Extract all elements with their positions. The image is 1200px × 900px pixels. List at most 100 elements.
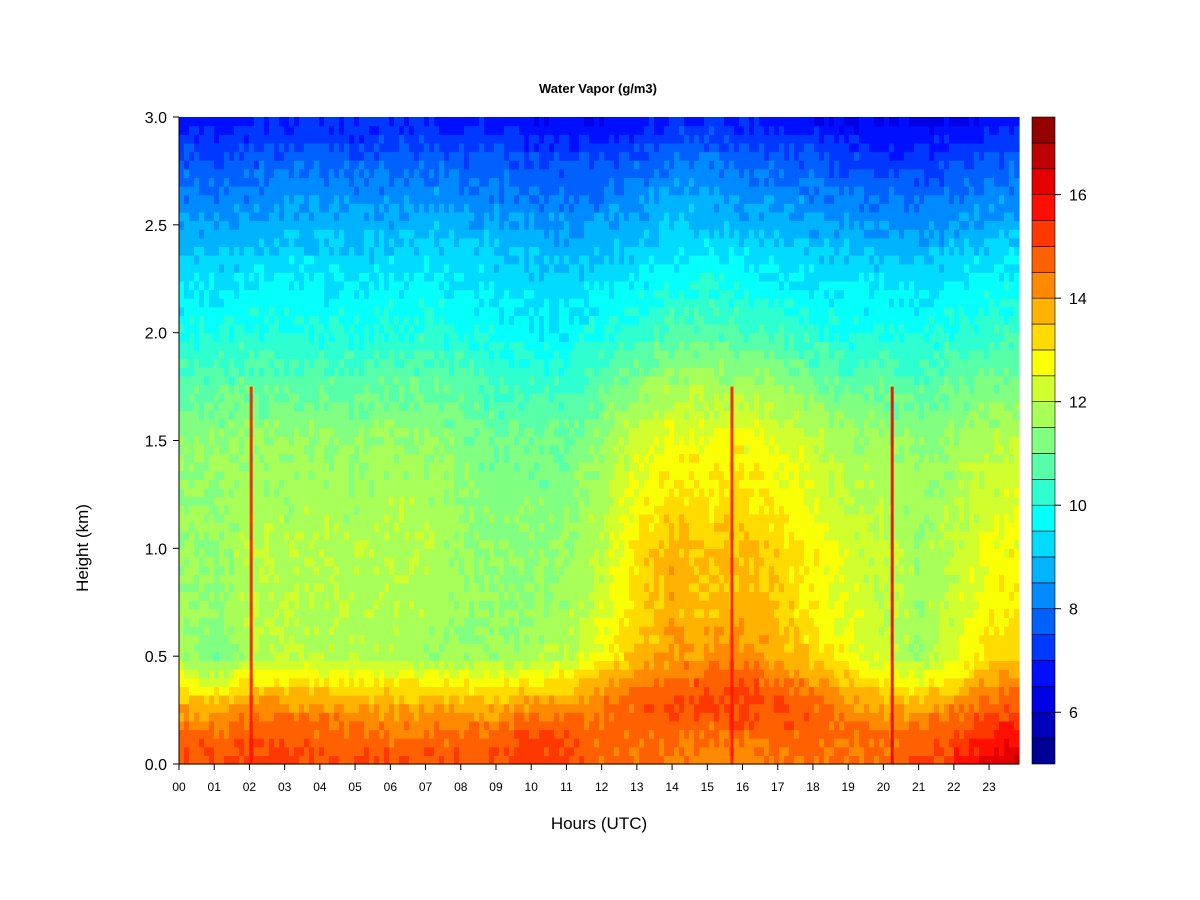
heatmap-cell xyxy=(429,220,435,230)
heatmap-cell xyxy=(344,617,350,627)
heatmap-cell xyxy=(274,746,280,756)
heatmap-cell xyxy=(349,315,355,325)
heatmap-cell xyxy=(219,263,225,273)
heatmap-cell xyxy=(279,401,285,411)
heatmap-cell xyxy=(314,729,320,739)
heatmap-cell xyxy=(329,694,335,705)
heatmap-cell xyxy=(469,746,475,756)
heatmap-cell xyxy=(219,582,225,593)
heatmap-cell xyxy=(184,651,190,662)
heatmap-cell xyxy=(364,177,370,187)
heatmap-cell xyxy=(469,505,475,515)
heatmap-cell xyxy=(399,160,405,170)
heatmap-cell xyxy=(474,203,480,213)
heatmap-cell xyxy=(459,410,465,420)
heatmap-cell xyxy=(304,591,310,601)
heatmap-cell xyxy=(344,669,350,679)
heatmap-cell xyxy=(424,505,430,515)
heatmap-cell xyxy=(439,625,445,636)
heatmap-cell xyxy=(234,142,240,153)
heatmap-cell xyxy=(404,280,410,291)
heatmap-cell xyxy=(374,117,380,127)
heatmap-cell xyxy=(434,289,440,299)
heatmap-cell xyxy=(369,686,375,696)
heatmap-cell xyxy=(404,289,410,299)
heatmap-cell xyxy=(379,582,385,593)
heatmap-cell xyxy=(389,272,395,282)
heatmap-cell xyxy=(239,298,245,308)
heatmap-cell xyxy=(309,694,315,705)
heatmap-cell xyxy=(459,306,465,317)
heatmap-cell xyxy=(429,677,435,687)
heatmap-cell xyxy=(309,462,315,472)
heatmap-cell xyxy=(444,755,450,765)
heatmap-cell xyxy=(414,358,420,368)
heatmap-cell xyxy=(309,186,315,196)
heatmap-cell xyxy=(339,117,345,127)
heatmap-cell xyxy=(254,237,260,247)
heatmap-cell xyxy=(284,393,290,403)
heatmap-cell xyxy=(484,608,490,618)
heatmap-cell xyxy=(219,462,225,472)
heatmap-cell xyxy=(239,565,245,575)
heatmap-cell xyxy=(344,694,350,705)
heatmap-cell xyxy=(314,600,320,610)
heatmap-cell xyxy=(359,712,365,722)
heatmap-cell xyxy=(274,117,280,127)
heatmap-cell xyxy=(374,289,380,299)
heatmap-cell xyxy=(304,513,310,524)
heatmap-cell xyxy=(494,617,500,627)
heatmap-cell xyxy=(279,160,285,170)
heatmap-cell xyxy=(334,462,340,472)
heatmap-cell xyxy=(229,505,235,515)
heatmap-cell xyxy=(399,669,405,679)
heatmap-cell xyxy=(179,384,185,394)
heatmap-cell xyxy=(339,539,345,549)
heatmap-cell xyxy=(339,349,345,360)
heatmap-cell xyxy=(319,643,325,653)
heatmap-cell xyxy=(424,134,430,144)
heatmap-cell xyxy=(264,487,270,498)
heatmap-cell xyxy=(339,367,345,377)
heatmap-cell xyxy=(384,462,390,472)
heatmap-cell xyxy=(449,332,455,342)
heatmap-cell xyxy=(179,712,185,722)
heatmap-cell xyxy=(369,324,375,334)
heatmap-cell xyxy=(244,186,250,196)
heatmap-cell xyxy=(484,134,490,144)
heatmap-cell xyxy=(484,237,490,247)
heatmap-cell xyxy=(344,194,350,204)
heatmap-cell xyxy=(314,746,320,756)
heatmap-cell xyxy=(269,712,275,722)
heatmap-cell xyxy=(349,194,355,204)
heatmap-cell xyxy=(224,151,230,161)
heatmap-cell xyxy=(324,186,330,196)
heatmap-cell xyxy=(194,367,200,377)
heatmap-cell xyxy=(259,298,265,308)
heatmap-cell xyxy=(339,418,345,429)
heatmap-cell xyxy=(254,229,260,239)
heatmap-cell xyxy=(474,117,480,127)
heatmap-cell xyxy=(359,591,365,601)
heatmap-cell xyxy=(434,237,440,247)
heatmap-cell xyxy=(414,556,420,567)
heatmap-cell xyxy=(469,341,475,351)
heatmap-cell xyxy=(259,203,265,213)
heatmap-cell xyxy=(194,634,200,644)
heatmap-cell xyxy=(194,151,200,161)
heatmap-cell xyxy=(244,393,250,403)
heatmap-cell xyxy=(484,255,490,265)
heatmap-cell xyxy=(269,582,275,593)
heatmap-cell xyxy=(209,513,215,524)
heatmap-cell xyxy=(319,349,325,360)
heatmap-cell xyxy=(319,125,325,135)
heatmap-cell xyxy=(289,263,295,273)
heatmap-cell xyxy=(479,246,485,256)
heatmap-cell xyxy=(194,203,200,213)
heatmap-cell xyxy=(379,186,385,196)
heatmap-cell xyxy=(234,444,240,455)
heatmap-cell xyxy=(399,349,405,360)
heatmap-cell xyxy=(259,229,265,239)
heatmap-cell xyxy=(209,367,215,377)
heatmap-cell xyxy=(469,600,475,610)
